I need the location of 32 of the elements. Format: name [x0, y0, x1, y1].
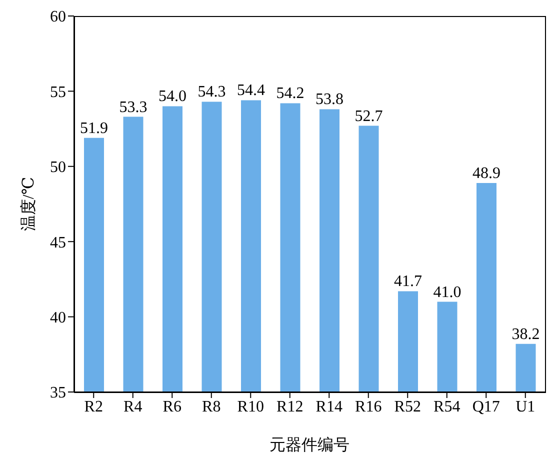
data-label: 51.9	[80, 120, 108, 137]
y-tick-label: 35	[50, 384, 66, 402]
data-label: 41.0	[433, 284, 462, 301]
x-tick-label: R2	[84, 398, 103, 416]
x-tick-label: R6	[162, 398, 182, 416]
x-axis-title: 元器件编号	[270, 436, 350, 454]
x-tick-label: R10	[237, 398, 264, 416]
y-axis-title: 温度/℃	[20, 176, 38, 232]
x-tick-label: R16	[355, 398, 382, 416]
data-label: 54.4	[237, 82, 265, 100]
x-tick-label: R8	[202, 398, 221, 416]
x-tick-label: R54	[434, 398, 460, 416]
data-label: 53.8	[316, 91, 344, 108]
x-tick-label: R4	[124, 398, 142, 416]
y-tick-label: 45	[50, 234, 66, 252]
y-tick-label: 50	[50, 159, 66, 176]
data-label: 48.9	[472, 164, 500, 182]
data-label: 54.0	[158, 88, 186, 106]
data-label: 54.3	[198, 84, 226, 101]
x-tick-label: R12	[276, 398, 304, 416]
x-tick-label: U1	[516, 398, 536, 416]
x-tick-label: R52	[394, 398, 421, 416]
data-label: 53.3	[119, 98, 148, 116]
y-tick-label: 40	[50, 309, 66, 326]
x-tick-label: Q17	[472, 398, 500, 416]
data-label: 52.7	[354, 108, 383, 125]
y-tick-label: 55	[50, 84, 66, 101]
y-tick-label: 60	[50, 8, 66, 26]
data-label: 41.7	[394, 273, 422, 290]
data-label: 54.2	[276, 85, 304, 102]
data-label: 38.2	[512, 326, 540, 343]
x-tick-label: R14	[316, 398, 342, 416]
